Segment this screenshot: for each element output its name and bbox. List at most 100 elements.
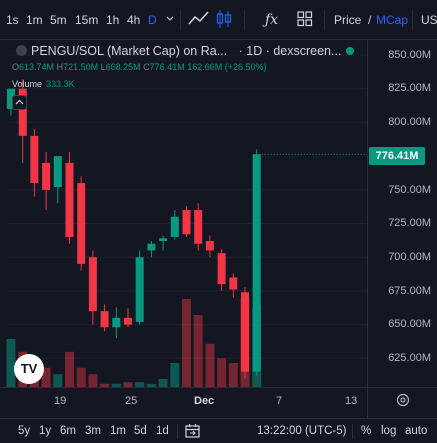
volume-bar	[135, 382, 145, 387]
line-chart-icon[interactable]	[188, 9, 210, 27]
toolbar-divider	[324, 10, 325, 30]
top-toolbar: 1s 1m 5m 15m 1h 4h D ƒx Price / MCap US	[0, 0, 437, 40]
interval-1m[interactable]: 1m	[26, 13, 43, 27]
volume-bar	[111, 383, 121, 387]
c-value: 776.41M	[149, 62, 185, 72]
candle-body	[194, 210, 203, 244]
legend-symbol[interactable]: PENGU/SOL (Market Cap) on Ra...	[31, 44, 228, 58]
volume-bar	[205, 343, 215, 387]
price-toggle[interactable]: Price	[334, 13, 362, 27]
legend-suffix: · 1D · dexscreen...	[238, 44, 342, 58]
time-tick: Dec	[194, 395, 215, 407]
toolbar-divider	[180, 10, 181, 30]
volume-bar	[6, 339, 16, 387]
chevron-up-icon	[15, 99, 24, 105]
layout-grid-icon[interactable]	[297, 10, 313, 28]
candle-body	[112, 317, 121, 328]
time-tick: 25	[125, 395, 138, 407]
volume-bar	[123, 382, 133, 387]
candle-body	[77, 183, 86, 264]
candle-body	[217, 253, 226, 285]
volume-label: Volume	[12, 79, 43, 89]
collapse-legend-button[interactable]	[12, 95, 27, 110]
volume-bar	[65, 351, 74, 387]
range-1m[interactable]: 1m	[110, 425, 126, 437]
price-tick: 750.00M	[388, 184, 431, 196]
indicators-icon[interactable]: ƒx	[265, 12, 279, 28]
status-dot	[346, 47, 354, 55]
volume-bar	[193, 315, 203, 387]
volume-bar	[100, 383, 110, 387]
range-5y[interactable]: 5y	[18, 425, 31, 437]
settings-icon[interactable]	[396, 393, 410, 407]
current-price-label: 776.41M	[369, 147, 425, 165]
volume-bar	[146, 383, 156, 387]
clock-time[interactable]: 13:22:00 (UTC-5)	[257, 425, 347, 437]
price-tick: 825.00M	[388, 82, 431, 94]
candle-body	[182, 210, 191, 235]
o-label: O	[12, 62, 20, 72]
price-tick: 625.00M	[388, 352, 431, 364]
chevron-down-icon[interactable]	[165, 10, 175, 28]
range-5d[interactable]: 5d	[134, 425, 147, 437]
volume-value: 333.3K	[46, 79, 75, 89]
mcap-toggle[interactable]: MCap	[376, 13, 409, 27]
candle-body	[170, 216, 179, 237]
legend-volume: Volume 333.3K	[12, 79, 75, 89]
l-value: 668.25M	[105, 62, 141, 72]
interval-5m[interactable]: 5m	[50, 13, 67, 27]
chart-legend-title: PENGU/SOL (Market Cap) on Ra... · 1D · d…	[16, 44, 341, 58]
interval-1s[interactable]: 1s	[6, 13, 19, 27]
h-label: H	[56, 62, 64, 72]
candle-body	[252, 154, 261, 372]
candle-body	[18, 88, 27, 136]
currency-toggle[interactable]: US	[421, 13, 437, 27]
volume-bar	[217, 358, 227, 387]
calendar-goto-icon[interactable]	[185, 423, 201, 443]
bottom-divider	[352, 424, 353, 439]
candle-body	[42, 162, 51, 190]
c-label: C	[143, 62, 150, 72]
candle-body	[205, 241, 214, 251]
candle-body	[229, 277, 238, 290]
candle-body	[135, 257, 144, 322]
auto-toggle[interactable]: auto	[405, 425, 428, 437]
range-3m[interactable]: 3m	[85, 425, 101, 437]
candle-body	[147, 243, 156, 251]
volume-bar	[53, 374, 63, 387]
interval-15m[interactable]: 15m	[75, 13, 99, 27]
l-label: L	[100, 62, 106, 72]
toggle-divider: /	[368, 13, 372, 27]
candle-body	[241, 292, 249, 372]
bottom-divider	[177, 424, 178, 439]
price-tick: 700.00M	[388, 251, 431, 263]
candlestick-icon[interactable]	[216, 8, 232, 28]
interval-4h[interactable]: 4h	[127, 13, 141, 27]
range-6m[interactable]: 6m	[60, 425, 76, 437]
bottom-toolbar: 5y 1y 6m 3m 1m 5d 1d 13:22:00 (UTC-5) % …	[0, 418, 437, 443]
range-1y[interactable]: 1y	[39, 425, 52, 437]
candle-body	[124, 317, 132, 325]
time-tick: 7	[276, 395, 283, 407]
candle-body	[65, 162, 74, 237]
range-1d[interactable]: 1d	[156, 425, 169, 437]
volume-bar	[170, 363, 180, 387]
tradingview-logo[interactable]: TV	[14, 354, 44, 384]
interval-d[interactable]: D	[148, 13, 157, 27]
price-tick: 675.00M	[388, 285, 431, 297]
legend-symbol-icon	[16, 45, 27, 56]
time-tick: 19	[54, 395, 67, 407]
candle-body	[30, 135, 39, 184]
candlestick-chart[interactable]	[0, 0, 437, 418]
candle-body	[88, 257, 97, 312]
candle-body	[159, 238, 168, 242]
time-tick: 13	[345, 395, 358, 407]
percent-toggle[interactable]: %	[361, 425, 372, 437]
candle-body	[100, 311, 109, 328]
legend-ohlc: O613.74M H721.50M L668.25M C776.41M 162.…	[12, 62, 267, 72]
price-tick: 800.00M	[388, 116, 431, 128]
volume-bar	[88, 374, 98, 387]
interval-1h[interactable]: 1h	[106, 13, 120, 27]
h-value: 721.50M	[63, 62, 99, 72]
log-toggle[interactable]: log	[381, 425, 397, 437]
